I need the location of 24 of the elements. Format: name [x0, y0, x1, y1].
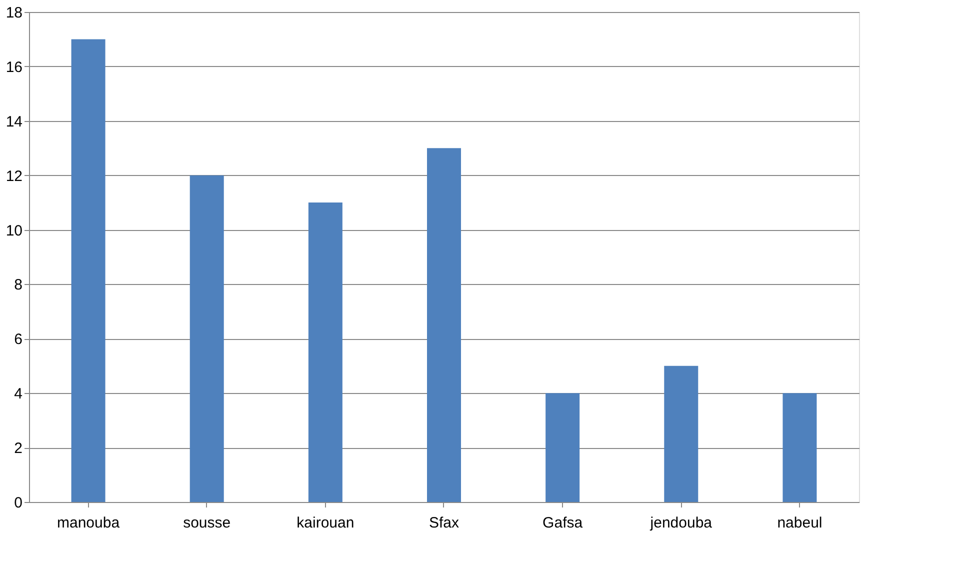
- y-tick-label: 4: [14, 386, 22, 403]
- x-tick-label: Sfax: [428, 514, 460, 532]
- y-tick-label: 16: [6, 58, 22, 76]
- bar: [546, 393, 580, 502]
- x-tick-label: nabeul: [777, 514, 822, 532]
- y-tick-label: 2: [14, 440, 22, 458]
- x-tick-label: kairouan: [296, 514, 354, 532]
- y-tick-label: 0: [14, 494, 22, 512]
- y-tick-label: 6: [14, 331, 22, 348]
- y-tick-label: 18: [6, 4, 22, 22]
- x-tick-label: manouba: [57, 514, 120, 532]
- y-tick-label: 8: [14, 276, 22, 294]
- bar: [308, 202, 342, 502]
- x-tick-label: sousse: [183, 514, 231, 532]
- bar: [71, 39, 106, 502]
- y-tick-label: 10: [6, 222, 22, 240]
- x-tick-label: jendouba: [649, 514, 713, 532]
- y-tick-label: 12: [6, 168, 22, 185]
- bar: [427, 148, 461, 502]
- bar: [190, 175, 224, 502]
- bar: [664, 366, 698, 502]
- x-tick-label: Gafsa: [542, 514, 584, 532]
- y-tick-label: 14: [6, 113, 22, 130]
- bar: [782, 393, 817, 502]
